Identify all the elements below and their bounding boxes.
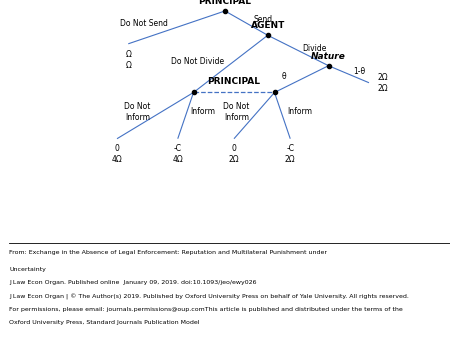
Text: -C
4Ω: -C 4Ω xyxy=(172,144,183,164)
Text: J Law Econ Organ | © The Author(s) 2019. Published by Oxford University Press on: J Law Econ Organ | © The Author(s) 2019.… xyxy=(9,293,409,300)
Text: Do Not
Inform: Do Not Inform xyxy=(223,102,250,122)
Text: 0
2Ω: 0 2Ω xyxy=(229,144,239,164)
Text: From: Exchange in the Absence of Legal Enforcement: Reputation and Multilateral : From: Exchange in the Absence of Legal E… xyxy=(9,250,327,255)
Text: J Law Econ Organ. Published online  January 09, 2019. doi:10.1093/jeo/ewy026: J Law Econ Organ. Published online Janua… xyxy=(9,280,256,285)
Text: Inform: Inform xyxy=(190,107,215,117)
Text: Send: Send xyxy=(253,15,272,24)
Text: Do Not
Inform: Do Not Inform xyxy=(124,102,151,122)
Text: Oxford University Press, Standard Journals Publication Model: Oxford University Press, Standard Journa… xyxy=(9,320,199,325)
Text: Inform: Inform xyxy=(287,107,312,117)
Text: Divide: Divide xyxy=(302,44,327,53)
Text: Do Not Send: Do Not Send xyxy=(120,19,167,28)
Text: 1-θ: 1-θ xyxy=(353,67,365,76)
Text: -C
2Ω: -C 2Ω xyxy=(285,144,296,164)
Text: Ω
Ω: Ω Ω xyxy=(125,50,131,70)
Text: AGENT: AGENT xyxy=(251,21,285,30)
Text: For permissions, please email: journals.permissions@oup.comThis article is publi: For permissions, please email: journals.… xyxy=(9,307,403,312)
Text: 0
4Ω: 0 4Ω xyxy=(112,144,122,164)
Text: Nature: Nature xyxy=(311,52,346,61)
Text: Do Not Divide: Do Not Divide xyxy=(171,57,224,66)
Text: Uncertainty: Uncertainty xyxy=(9,267,46,272)
Text: PRINCIPAL: PRINCIPAL xyxy=(198,0,252,6)
Text: 2Ω
2Ω: 2Ω 2Ω xyxy=(378,73,389,93)
Text: θ: θ xyxy=(281,72,286,81)
Text: PRINCIPAL: PRINCIPAL xyxy=(207,77,261,87)
